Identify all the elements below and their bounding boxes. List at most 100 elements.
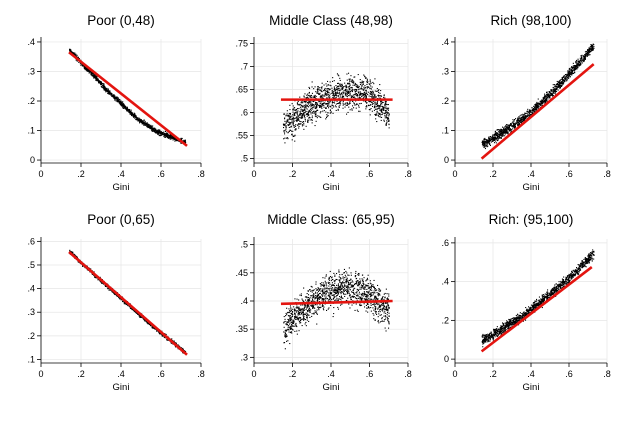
scatter-point	[564, 76, 566, 78]
scatter-point	[552, 84, 554, 86]
scatter-point	[562, 78, 564, 80]
scatter-point	[82, 65, 84, 67]
scatter-point	[284, 120, 286, 122]
scatter-point	[305, 100, 307, 102]
scatter-point	[332, 95, 334, 97]
scatter-point	[326, 116, 328, 118]
scatter-point	[493, 134, 495, 136]
scatter-point	[128, 108, 130, 110]
scatter-point	[380, 102, 382, 104]
scatter-point	[555, 89, 557, 91]
scatter-point	[331, 107, 333, 109]
scatter-point	[95, 75, 97, 77]
scatter-point	[351, 95, 353, 97]
scatter-point	[176, 139, 178, 141]
scatter-point	[287, 121, 289, 123]
scatter-point	[520, 121, 522, 123]
scatter-point	[532, 112, 534, 114]
scatter-point	[523, 114, 525, 116]
scatter-point	[90, 74, 92, 76]
scatter-point	[324, 94, 326, 96]
scatter-point	[157, 130, 159, 132]
scatter-point	[362, 95, 364, 97]
scatter-point	[482, 142, 484, 144]
scatter-point	[327, 100, 329, 102]
scatter-point	[124, 107, 126, 109]
scatter-point	[506, 129, 508, 131]
scatter-point	[540, 101, 542, 103]
scatter-point	[497, 129, 499, 131]
scatter-point	[559, 83, 561, 85]
scatter-point	[337, 103, 339, 105]
scatter-point	[523, 118, 525, 120]
scatter-point	[345, 93, 347, 95]
scatter-point	[118, 98, 120, 100]
scatter-point	[112, 95, 114, 97]
scatter-point	[125, 106, 127, 108]
scatter-point	[528, 112, 530, 114]
scatter-point	[310, 107, 312, 109]
scatter-point	[298, 114, 300, 116]
scatter-point	[502, 133, 504, 135]
scatter-point	[537, 107, 539, 109]
scatter-point	[587, 52, 589, 54]
scatter-point	[568, 75, 570, 77]
scatter-point	[340, 103, 342, 105]
scatter-point	[382, 109, 384, 111]
scatter-point	[380, 105, 382, 107]
x-tick-label: .8	[197, 369, 205, 379]
scatter-point	[308, 91, 310, 93]
scatter-point	[385, 101, 387, 103]
scatter-point	[384, 117, 386, 119]
scatter-point	[160, 132, 162, 134]
scatter-point	[539, 104, 541, 106]
scatter-point	[297, 118, 299, 120]
scatter-point	[388, 115, 390, 117]
scatter-point	[114, 95, 116, 97]
scatter-point	[503, 132, 505, 134]
scatter-point	[583, 61, 585, 63]
scatter-point	[304, 110, 306, 112]
scatter-point	[348, 87, 350, 89]
scatter-point	[334, 95, 336, 97]
scatter-point	[577, 62, 579, 64]
scatter-point	[558, 84, 560, 86]
scatter-point	[303, 96, 305, 98]
scatter-point	[177, 139, 179, 141]
scatter-point	[527, 112, 529, 114]
scatter-point	[485, 144, 487, 146]
scatter-point	[565, 77, 567, 79]
x-tick-label: .6	[565, 169, 573, 179]
scatter-point	[134, 117, 136, 119]
scatter-point	[558, 84, 560, 86]
scatter-point	[114, 96, 116, 98]
scatter-point	[375, 96, 377, 98]
scatter-point	[120, 103, 122, 105]
scatter-point	[563, 79, 565, 81]
scatter-point	[96, 77, 98, 79]
panel-title: Poor (0,65)	[87, 212, 155, 227]
scatter-point	[337, 93, 339, 95]
scatter-point	[488, 142, 490, 144]
scatter-point	[363, 74, 365, 76]
scatter-point	[293, 121, 295, 123]
scatter-point	[372, 105, 374, 107]
scatter-point	[144, 124, 146, 126]
scatter-point	[320, 106, 322, 108]
scatter-point	[384, 104, 386, 106]
scatter-point	[300, 108, 302, 110]
scatter-point	[155, 130, 157, 132]
scatter-point	[381, 101, 383, 103]
scatter-point	[306, 108, 308, 110]
scatter-point	[337, 89, 339, 91]
scatter-point	[556, 83, 558, 85]
scatter-point	[170, 134, 172, 136]
scatter-point	[376, 114, 378, 116]
scatter-point	[387, 112, 389, 114]
scatter-point	[585, 53, 587, 55]
scatter-point	[73, 253, 75, 255]
scatter-point	[132, 113, 134, 115]
scatter-points	[481, 43, 595, 150]
scatter-point	[385, 123, 387, 125]
